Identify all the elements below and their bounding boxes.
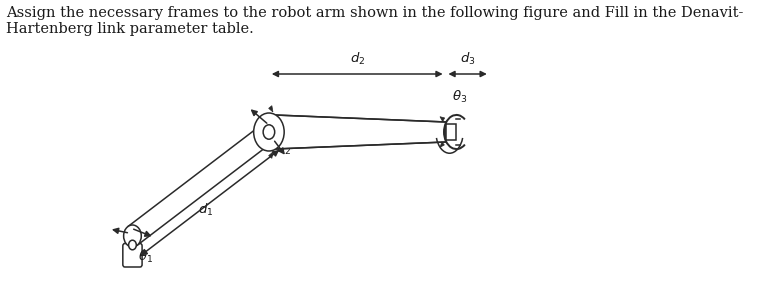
- Text: Assign the necessary frames to the robot arm shown in the following figure and F: Assign the necessary frames to the robot…: [5, 6, 743, 20]
- Text: $d_3$: $d_3$: [460, 51, 475, 67]
- Text: Hartenberg link parameter table.: Hartenberg link parameter table.: [5, 22, 254, 36]
- Polygon shape: [440, 142, 445, 147]
- Circle shape: [260, 121, 278, 143]
- Polygon shape: [275, 115, 446, 149]
- Polygon shape: [269, 152, 273, 158]
- Bar: [445, 124, 456, 140]
- Text: $\theta_1$: $\theta_1$: [138, 249, 153, 265]
- Circle shape: [263, 125, 275, 139]
- Circle shape: [128, 240, 136, 250]
- FancyBboxPatch shape: [123, 243, 142, 267]
- Polygon shape: [128, 123, 274, 245]
- Polygon shape: [269, 106, 273, 112]
- Text: $\theta_3$: $\theta_3$: [452, 89, 467, 105]
- Circle shape: [254, 113, 284, 151]
- Text: $\theta_2$: $\theta_2$: [276, 141, 291, 157]
- Text: $d_2$: $d_2$: [350, 51, 365, 67]
- Polygon shape: [440, 117, 445, 122]
- Text: $d_1$: $d_1$: [198, 202, 213, 218]
- Circle shape: [124, 225, 141, 247]
